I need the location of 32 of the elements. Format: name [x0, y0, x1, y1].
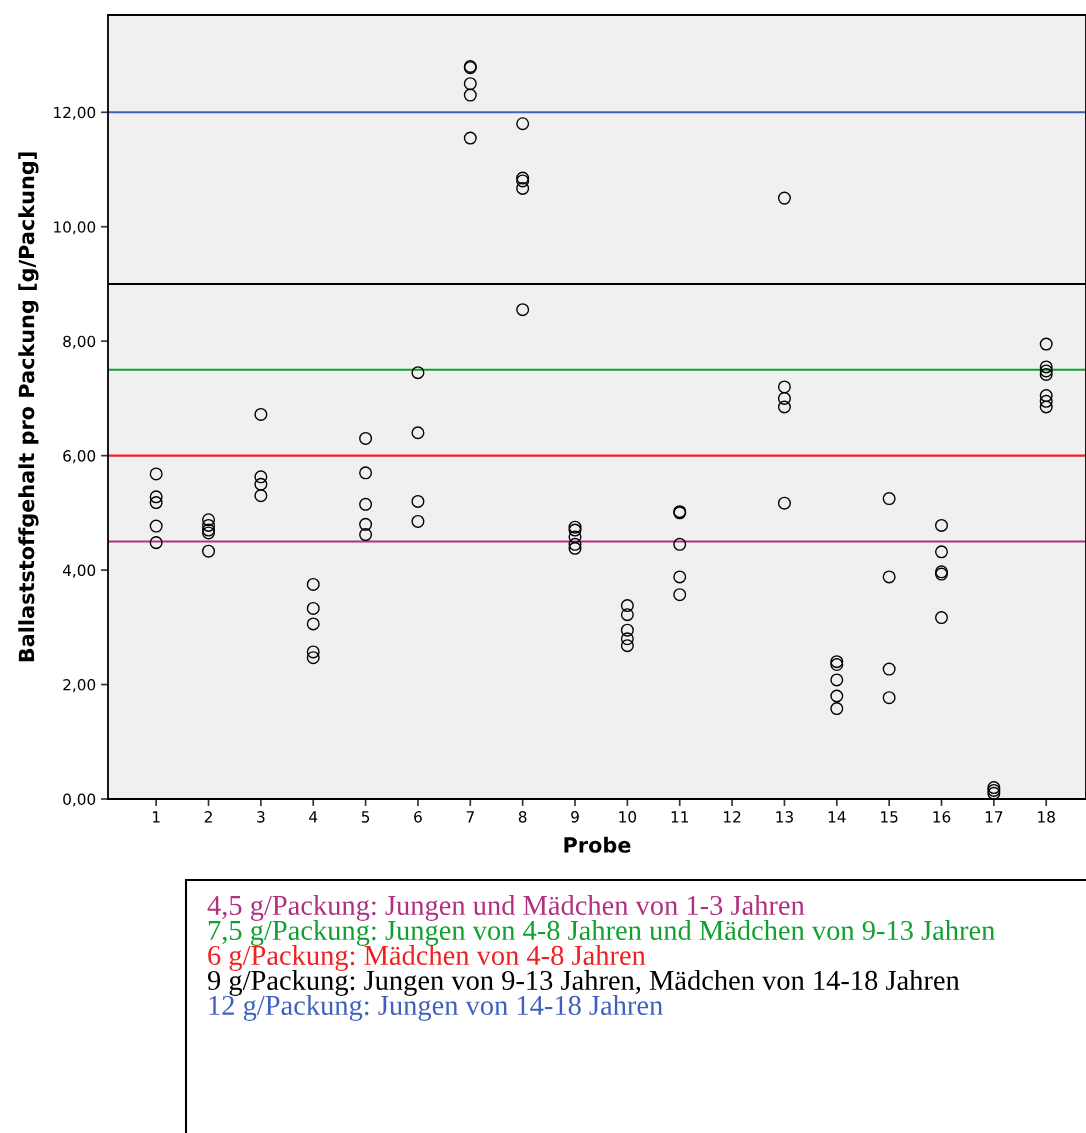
ref-line-label: 6 g/Packung: Mädchen von 4-8 Jahren [208, 945, 646, 971]
y-tick-label: 2,00 [63, 679, 96, 693]
x-tick-label: 5 [361, 811, 370, 823]
x-tick-label: 2 [204, 811, 212, 823]
x-tick-label: 17 [985, 811, 1003, 823]
ref-line-label: 12 g/Packung: Jungen von 14-18 Jahren [209, 995, 663, 1021]
x-axis-title: Probe [564, 836, 631, 853]
ref-line-label: 9 g/Packung: Jungen von 9-13 Jahren, Mädchen von 14-18 Jahren [207, 970, 960, 996]
y-tick-label: 0,00 [63, 793, 96, 807]
x-tick-label: 10 [619, 811, 637, 823]
x-tick-label: 12 [724, 811, 741, 823]
y-axis-title: Ballaststoffgehalt pro Packung [g/Packung] [18, 152, 39, 662]
y-tick-label: 12,00 [54, 106, 96, 120]
x-tick-label: 15 [881, 811, 898, 823]
x-tick-label: 8 [518, 811, 527, 823]
y-tick-label: 8,00 [63, 335, 96, 349]
ref-line-label: 7,5 g/Packung: Jungen von 4-8 Jahren und Mädchen von 9-13 Jahren [208, 920, 995, 946]
x-tick-label: 16 [933, 811, 951, 823]
x-tick-label: 7 [466, 811, 474, 823]
y-tick-label: 10,00 [54, 221, 96, 235]
y-tick-label: 6,00 [63, 450, 96, 464]
x-tick-label: 11 [671, 811, 689, 823]
x-tick-label: 14 [828, 811, 846, 823]
x-tick-label: 6 [414, 811, 422, 823]
y-tick-label: 4,00 [62, 564, 96, 578]
x-tick-label: 18 [1038, 811, 1055, 823]
x-tick-label: 9 [571, 811, 579, 823]
x-tick-label: 1 [152, 811, 160, 823]
ref-line-label: 4,5 g/Packung: Jungen und Mädchen von 1-3 Jahren [207, 895, 805, 921]
x-tick-label: 13 [776, 811, 793, 823]
x-tick-label: 4 [309, 811, 318, 823]
x-tick-label: 3 [257, 811, 265, 823]
